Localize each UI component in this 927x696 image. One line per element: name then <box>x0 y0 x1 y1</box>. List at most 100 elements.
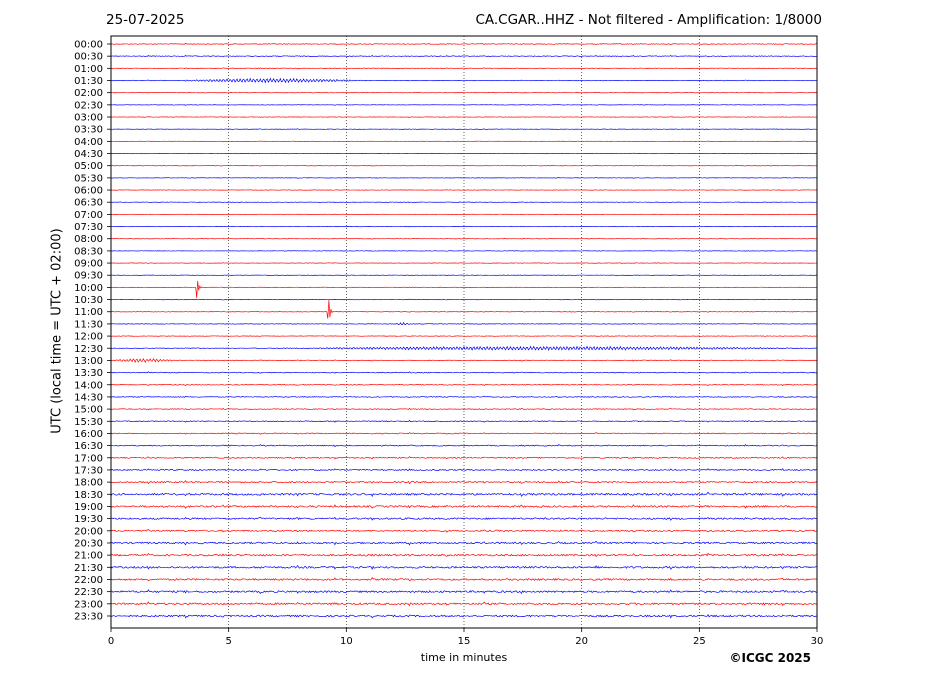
y-tick-label: 01:00 <box>74 64 103 75</box>
y-tick-label: 10:00 <box>74 283 103 294</box>
trace-0300 <box>110 116 818 118</box>
trace-0700 <box>110 213 818 216</box>
trace-0530 <box>110 177 818 179</box>
y-tick-label: 08:30 <box>74 246 103 257</box>
trace-1500 <box>110 407 818 411</box>
chart-title: CA.CGAR..HHZ - Not filtered - Amplificat… <box>475 12 822 28</box>
y-tick-label: 20:30 <box>74 538 103 549</box>
y-tick-label: 11:30 <box>74 319 103 330</box>
trace-0730 <box>110 225 818 228</box>
y-tick-label: 06:30 <box>74 198 103 209</box>
trace-1930 <box>110 516 818 521</box>
x-tick-label: 20 <box>575 636 588 647</box>
y-axis-label: UTC (local time = UTC + 02:00) <box>49 228 65 434</box>
y-tick-label: 19:00 <box>74 502 103 513</box>
trace-2000 <box>110 528 818 533</box>
y-tick-label: 03:00 <box>74 113 103 124</box>
y-tick-label: 21:00 <box>74 551 103 562</box>
trace-0200 <box>110 91 818 94</box>
x-tick-label: 5 <box>225 636 231 647</box>
trace-0430 <box>110 152 818 155</box>
trace-0400 <box>110 140 818 143</box>
plot-background <box>111 36 817 628</box>
trace-1730 <box>110 468 818 472</box>
x-tick-label: 10 <box>340 636 353 647</box>
trace-2330 <box>110 614 818 619</box>
y-tick-label: 23:00 <box>74 599 103 610</box>
y-tick-label: 11:00 <box>74 307 103 318</box>
y-tick-label: 15:00 <box>74 405 103 416</box>
y-tick-label: 07:30 <box>74 222 103 233</box>
x-tick-label: 15 <box>458 636 471 647</box>
trace-0500 <box>110 164 818 167</box>
y-tick-label: 05:00 <box>74 161 103 172</box>
y-tick-label: 20:00 <box>74 526 103 537</box>
y-tick-label: 04:30 <box>74 149 103 160</box>
trace-0800 <box>110 237 818 240</box>
y-tick-label: 06:00 <box>74 186 103 197</box>
y-tick-label: 17:30 <box>74 465 103 476</box>
trace-0100 <box>110 67 818 70</box>
trace-2230 <box>110 589 818 595</box>
trace-1300 <box>110 358 818 364</box>
y-tick-label: 03:30 <box>74 125 103 136</box>
trace-1230 <box>110 345 818 352</box>
y-tick-label: 14:30 <box>74 392 103 403</box>
trace-1030 <box>110 298 818 301</box>
trace-2300 <box>110 601 818 607</box>
y-tick-label: 14:00 <box>74 380 103 391</box>
y-tick-label: 19:30 <box>74 514 103 525</box>
trace-0330 <box>110 128 818 130</box>
trace-0030 <box>110 54 818 58</box>
trace-1700 <box>110 456 818 460</box>
y-tick-label: 02:00 <box>74 88 103 99</box>
x-tick-label: 0 <box>108 636 114 647</box>
y-tick-label: 12:00 <box>74 332 103 343</box>
trace-0930 <box>110 274 818 277</box>
x-axis-label: time in minutes <box>420 651 508 664</box>
trace-1200 <box>110 335 818 337</box>
trace-1330 <box>110 371 818 374</box>
y-tick-label: 18:00 <box>74 478 103 489</box>
x-axis-ticks: 0 5 10 15 20 25 30 <box>108 628 824 647</box>
trace-1130 <box>110 321 818 326</box>
trace-1830 <box>110 491 818 498</box>
y-tick-label: 09:00 <box>74 259 103 270</box>
trace-1530 <box>110 419 818 423</box>
x-tick-label: 25 <box>693 636 706 647</box>
trace-0000 <box>110 42 818 46</box>
y-tick-label: 02:30 <box>74 100 103 111</box>
y-tick-label: 13:30 <box>74 368 103 379</box>
y-tick-label: 18:30 <box>74 490 103 501</box>
y-tick-label: 22:30 <box>74 587 103 598</box>
y-tick-label: 04:00 <box>74 137 103 148</box>
date-label: 25-07-2025 <box>106 12 185 28</box>
y-tick-label: 00:30 <box>74 52 103 63</box>
trace-2030 <box>110 540 818 546</box>
trace-1800 <box>110 480 818 485</box>
x-tick-label: 30 <box>811 636 824 647</box>
trace-0130 <box>110 77 818 84</box>
y-tick-label: 21:30 <box>74 563 103 574</box>
y-tick-label: 00:00 <box>74 40 103 51</box>
trace-1100 <box>110 300 818 319</box>
y-tick-label: 15:30 <box>74 417 103 428</box>
y-tick-label: 22:00 <box>74 575 103 586</box>
y-tick-label: 08:00 <box>74 234 103 245</box>
trace-0600 <box>110 189 818 191</box>
y-tick-label: 09:30 <box>74 271 103 282</box>
trace-2100 <box>110 552 818 558</box>
y-tick-label: 17:00 <box>74 453 103 464</box>
trace-1400 <box>110 383 818 387</box>
y-tick-label: 07:00 <box>74 210 103 221</box>
y-tick-label: 16:30 <box>74 441 103 452</box>
trace-0830 <box>110 250 818 252</box>
y-tick-label: 10:30 <box>74 295 103 306</box>
trace-1000 <box>110 280 818 298</box>
copyright-label: ©ICGC 2025 <box>729 651 811 665</box>
trace-0630 <box>110 201 818 203</box>
trace-1600 <box>110 432 818 435</box>
y-tick-label: 01:30 <box>74 76 103 87</box>
y-tick-label: 16:00 <box>74 429 103 440</box>
